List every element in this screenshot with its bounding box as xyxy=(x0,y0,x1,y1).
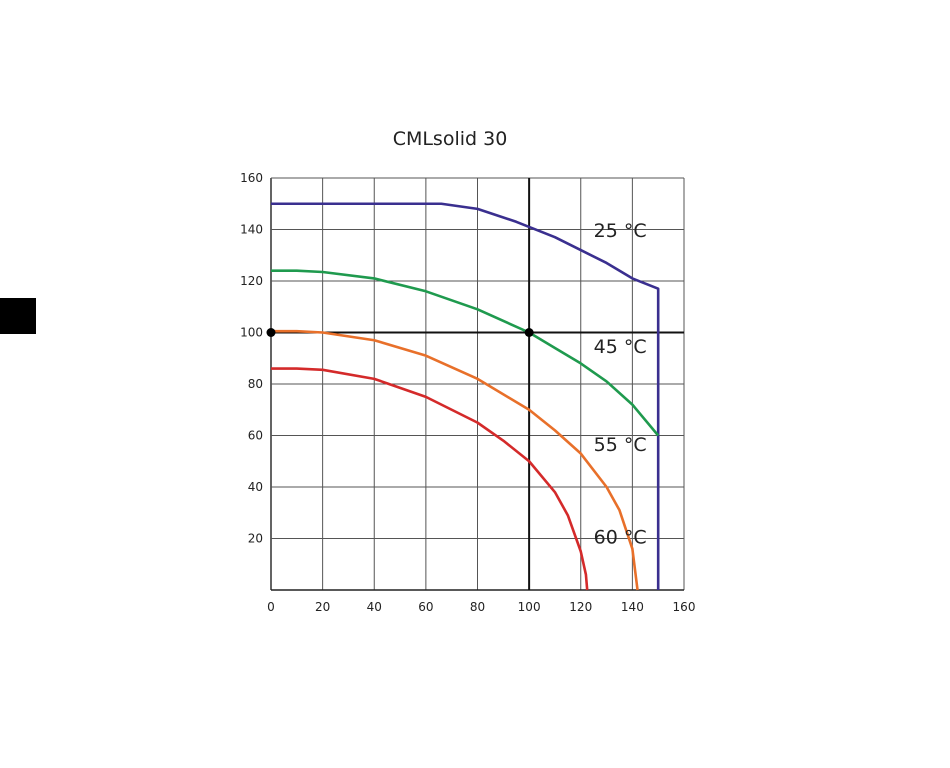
x-tick-label-20: 20 xyxy=(315,600,330,614)
y-tick-label-100: 100 xyxy=(240,326,263,340)
x-tick-label-0: 0 xyxy=(267,600,275,614)
x-tick-label-160: 160 xyxy=(673,600,696,614)
chart-title: CMLsolid 30 xyxy=(393,128,508,150)
x-tick-label-100: 100 xyxy=(518,600,541,614)
y-tick-label-160: 160 xyxy=(240,171,263,185)
x-tick-label-60: 60 xyxy=(418,600,433,614)
curve-label-3: 60 °C xyxy=(594,527,647,549)
series-group xyxy=(271,202,660,591)
y-tick-labels: 20 40 60 80 100 120 140 160 xyxy=(240,171,263,546)
x-tick-label-140: 140 xyxy=(621,600,644,614)
curve-label-0: 25 °C xyxy=(594,220,647,242)
highlight-point-0 xyxy=(266,328,276,337)
x-tick-label-120: 120 xyxy=(569,600,592,614)
reference-lines xyxy=(271,178,684,590)
y-tick-label-20: 20 xyxy=(248,532,263,546)
x-tick-labels: 0 20 40 60 80 100 120 140 160 xyxy=(267,600,695,614)
curve-labels: 25 °C 45 °C 55 °C 60 °C xyxy=(594,220,647,548)
curve-label-2: 55 °C xyxy=(594,434,647,456)
series-line-1 xyxy=(271,269,660,437)
y-tick-label-80: 80 xyxy=(248,377,263,391)
x-tick-label-40: 40 xyxy=(367,600,382,614)
y-tick-label-140: 140 xyxy=(240,223,263,237)
curve-label-1: 45 °C xyxy=(594,336,647,358)
series-line-3 xyxy=(271,367,589,591)
series-line-2 xyxy=(271,329,639,591)
x-tick-label-80: 80 xyxy=(470,600,485,614)
highlight-points xyxy=(266,328,534,337)
y-tick-label-40: 40 xyxy=(248,480,263,494)
series-line-0 xyxy=(271,202,660,590)
side-marker-block xyxy=(0,298,36,334)
y-tick-label-120: 120 xyxy=(240,274,263,288)
y-tick-label-60: 60 xyxy=(248,429,263,443)
highlight-point-1 xyxy=(524,328,534,337)
